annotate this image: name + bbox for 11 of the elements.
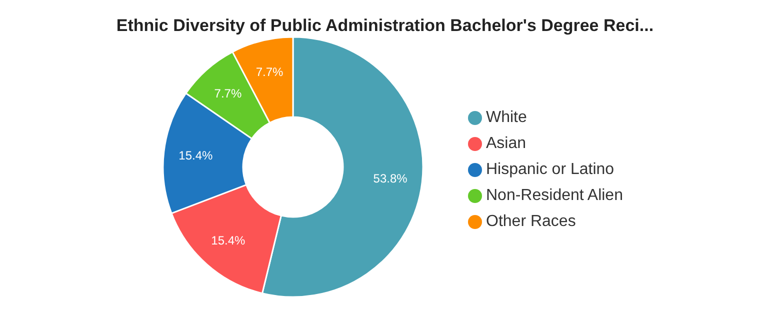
legend-label: Other Races — [486, 213, 576, 230]
legend-label: Hispanic or Latino — [486, 161, 614, 178]
data-label: 7.7% — [256, 64, 284, 79]
legend-label: Asian — [486, 135, 526, 152]
legend-label: White — [486, 109, 527, 126]
legend-label: Non-Resident Alien — [486, 187, 623, 204]
chart-title: Ethnic Diversity of Public Administration Bachelor's Degree Reci... — [115, 16, 655, 36]
data-label: 15.4% — [178, 148, 214, 162]
data-label: 7.7% — [214, 86, 242, 101]
data-label: 15.4% — [211, 234, 246, 248]
data-label: 53.8% — [373, 172, 408, 186]
